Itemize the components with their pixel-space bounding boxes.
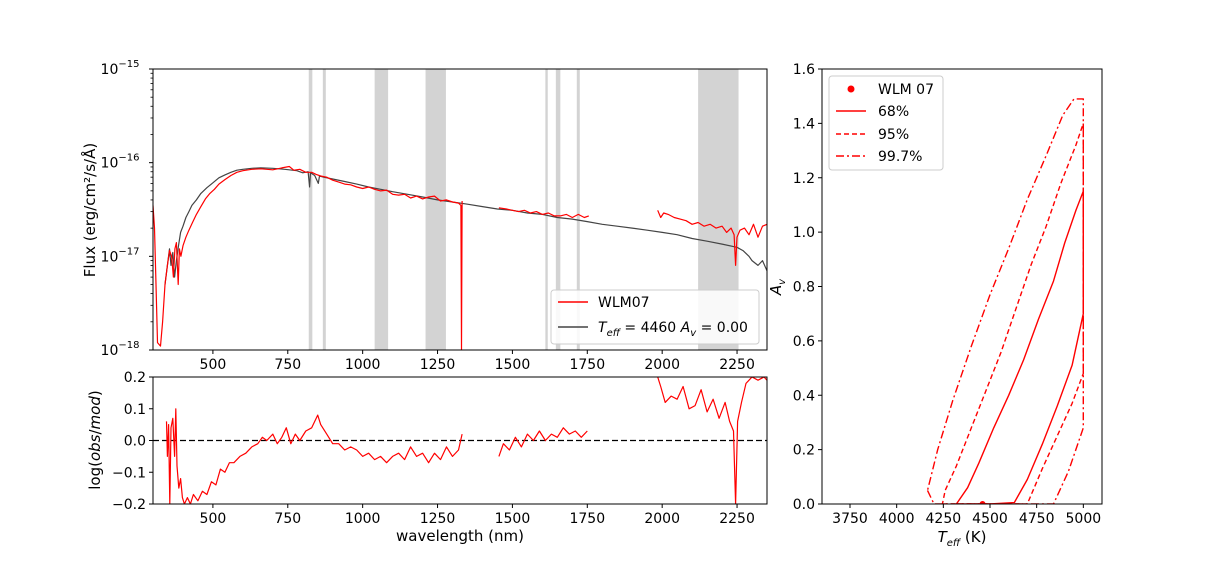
spectrum-x-tick-label: 2250: [719, 357, 755, 373]
contour-y-axis-label: Av: [767, 278, 788, 296]
contour-x-ticks: 3750 4000 4250 4500 4750 5000: [832, 504, 1101, 527]
spectrum-panel: 500 750 1000 1250 1500 1750 2000 2250 10−1810−1…: [80, 59, 768, 373]
legend-label-95: 95%: [878, 127, 909, 143]
contour-x-axis-label: Teff (K): [938, 528, 987, 549]
contour-y-tick-label: 0.0: [793, 497, 815, 513]
contour-x-tick-label: 4250: [926, 511, 962, 527]
residual-x-axis-label: wavelength (nm): [396, 527, 524, 545]
residual-x-ticks: 500 750 1000 1250 1500 1750 2000 2250: [200, 504, 755, 527]
residual-y-tick-label: 0.2: [124, 370, 146, 386]
masked-region-4: [545, 69, 548, 350]
contour-x-tick-label: 4000: [879, 511, 915, 527]
contour-y-tick-label: 0.6: [793, 334, 815, 350]
spectrum-x-tick-label: 1500: [495, 357, 531, 373]
spectrum-x-tick-label: 1250: [420, 357, 456, 373]
contour-y-tick-label: 1.0: [793, 225, 815, 241]
legend-label-68: 68%: [878, 104, 909, 120]
residual-x-tick-label: 1750: [569, 511, 605, 527]
residual-y-axis-label: log(obs/mod): [86, 390, 104, 489]
masked-regions: [308, 69, 739, 350]
contour-y-tick-label: 0.2: [793, 443, 815, 459]
residual-x-tick-label: 1250: [420, 511, 456, 527]
contour-y-tick-label: 1.2: [793, 171, 815, 187]
contour-y-ticks: 0.0 0.2 0.4 0.6 0.8 1.0 1.2 1.4 1.6: [793, 62, 822, 513]
masked-region-1: [322, 69, 326, 350]
spectrum-x-tick-label: 1750: [569, 357, 605, 373]
observed-spectrum-segment-0: [153, 165, 463, 350]
contour-legend: WLM 07 68% 95% 99.7%: [828, 75, 944, 171]
contour-y-tick-label: 0.4: [793, 388, 815, 404]
contour-panel: 3750 4000 4250 4500 4750 5000 0.0 0.2 0.4 0.6 0.8…: [767, 62, 1103, 549]
legend-label-wlm07: WLM07: [598, 295, 650, 311]
spectrum-y-tick-label: 10−18: [101, 340, 140, 359]
legend-marker-wlm07: [847, 85, 855, 93]
contour-x-tick-label: 4500: [972, 511, 1008, 527]
residual-y-tick-label: 0.1: [124, 402, 146, 418]
spectrum-legend: WLM07 Teff = 4460 Av = 0.00: [550, 289, 760, 345]
spectrum-x-tick-label: 500: [200, 357, 227, 373]
spectrum-y-tick-label: 10−17: [101, 246, 140, 265]
legend-label-997: 99.7%: [878, 149, 922, 165]
residual-x-tick-label: 2000: [644, 511, 680, 527]
residual-x-tick-label: 1500: [495, 511, 531, 527]
confidence-contours: [926, 98, 1084, 504]
observed-spectrum-segment-1: [498, 207, 590, 219]
contour-legend-box: [828, 75, 944, 171]
legend-label-point: WLM 07: [878, 82, 934, 98]
residual-segment-2: [657, 377, 767, 504]
spectrum-y-tick-label: 10−15: [101, 59, 140, 78]
contour-y-tick-label: 1.4: [793, 116, 815, 132]
spectrum-x-tick-label: 1000: [345, 357, 381, 373]
residual-y-tick-label: −0.2: [112, 497, 146, 513]
spectrum-y-ticks: 10−18 10−17 10−16 10−15: [101, 59, 153, 359]
residual-segment-1: [498, 427, 588, 457]
contour-x-tick-label: 4750: [1019, 511, 1055, 527]
spectrum-x-ticks: 500 750 1000 1250 1500 1750 2000 2250: [200, 350, 755, 373]
spectrum-y-tick-label: 10−16: [101, 153, 140, 172]
residual-y-tick-label: 0.0: [124, 434, 146, 450]
spectrum-axes-frame: [152, 68, 768, 351]
spectrum-x-tick-label: 2000: [644, 357, 680, 373]
masked-region-2: [374, 69, 389, 350]
contour-68-percent: [955, 190, 1084, 504]
masked-region-3: [425, 69, 446, 350]
residual-x-tick-label: 2250: [719, 511, 755, 527]
residual-series: [165, 377, 767, 504]
residual-x-tick-label: 1000: [345, 511, 381, 527]
masked-region-5: [555, 69, 561, 350]
contour-x-tick-label: 3750: [832, 511, 868, 527]
residual-y-ticks: −0.2 −0.1 0.0 0.1 0.2: [112, 370, 153, 513]
best-fit-point: [979, 501, 986, 504]
residual-x-tick-label: 500: [200, 511, 227, 527]
spectrum-legend-box: [550, 289, 760, 345]
spectrum-x-tick-label: 750: [274, 357, 301, 373]
residual-y-tick-label: −0.1: [112, 465, 146, 481]
contour-x-tick-label: 5000: [1066, 511, 1102, 527]
residual-x-tick-label: 750: [274, 511, 301, 527]
residual-segment-0: [165, 408, 463, 504]
spectrum-series: [153, 165, 767, 350]
contour-95-percent: [941, 122, 1084, 504]
residual-panel: 500 750 1000 1250 1500 1750 2000 2250 −0.2 −0.1 0…: [86, 370, 768, 545]
contour-y-tick-label: 0.8: [793, 280, 815, 296]
legend-label-model: Teff = 4460 Av = 0.00: [598, 320, 748, 339]
contour-99-7-percent: [926, 98, 1084, 504]
masked-region-0: [308, 69, 313, 350]
observed-spectrum-segment-2: [657, 210, 767, 266]
spectrum-y-axis-label: Flux (erg/cm²/s/Å): [80, 143, 99, 277]
masked-region-6: [576, 69, 580, 350]
contour-y-tick-label: 1.6: [793, 62, 815, 78]
